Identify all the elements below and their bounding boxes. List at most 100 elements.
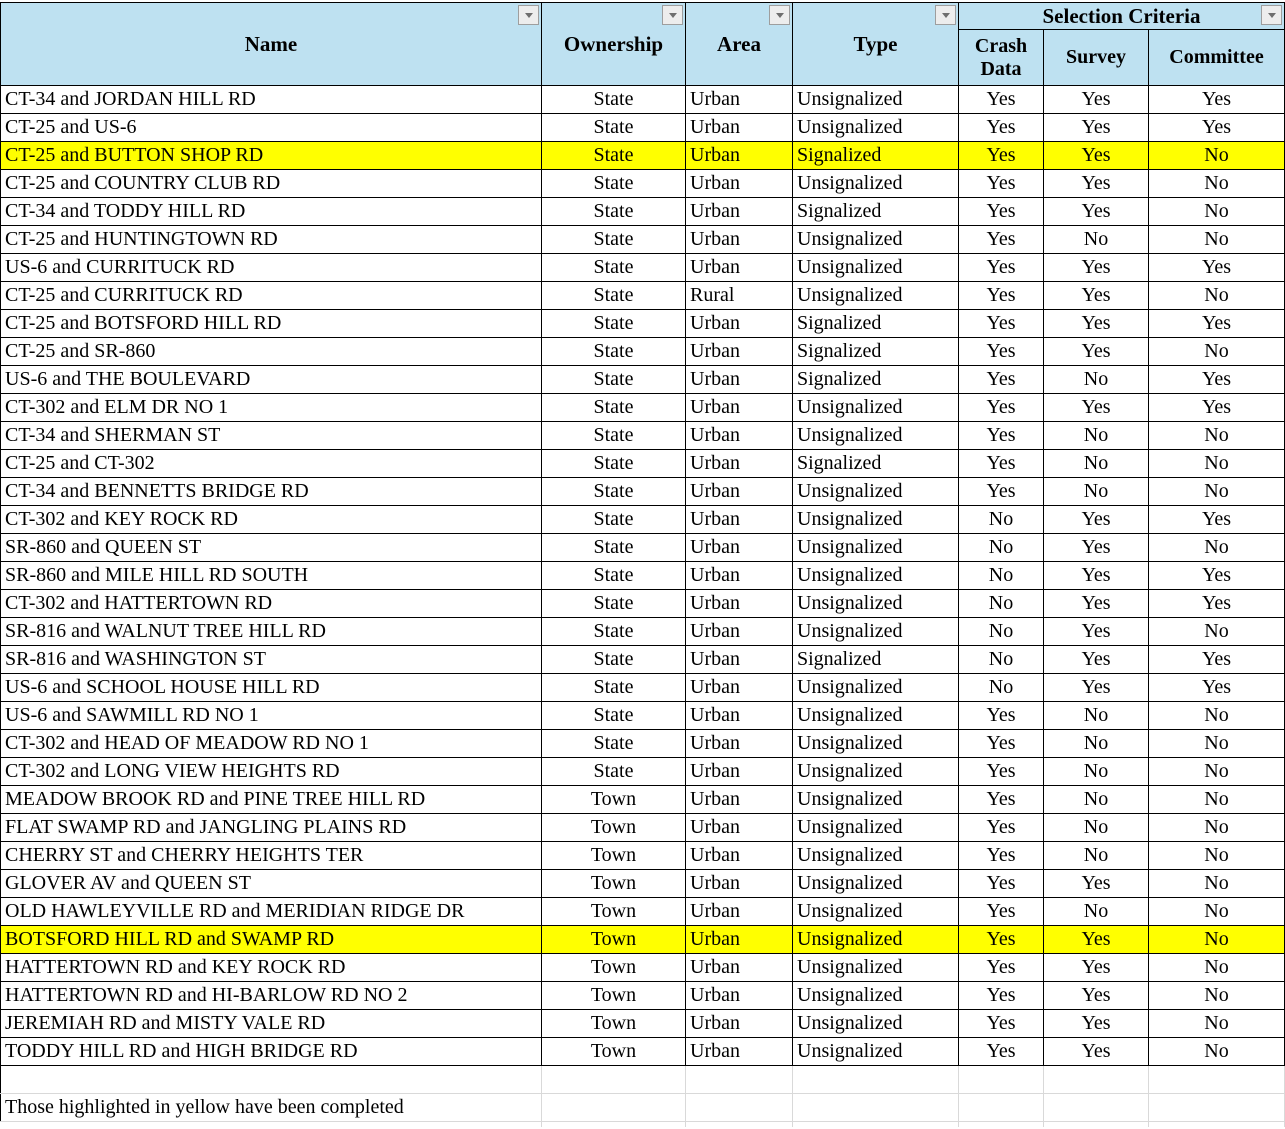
- empty-cell[interactable]: [541, 1093, 686, 1122]
- cell-survey[interactable]: No: [1043, 421, 1149, 450]
- cell-survey[interactable]: Yes: [1043, 281, 1149, 310]
- cell-name[interactable]: CT-34 and JORDAN HILL RD: [0, 85, 542, 114]
- cell-survey[interactable]: Yes: [1043, 533, 1149, 562]
- header-crash-data[interactable]: Crash Data: [958, 29, 1044, 86]
- empty-cell[interactable]: [792, 1066, 959, 1094]
- cell-name[interactable]: BOTSFORD HILL RD and SWAMP RD: [0, 925, 542, 954]
- empty-cell[interactable]: [1148, 1066, 1285, 1094]
- cell-type[interactable]: Unsignalized: [792, 757, 959, 786]
- cell-crash-data[interactable]: Yes: [958, 169, 1044, 198]
- cell-type[interactable]: Unsignalized: [792, 869, 959, 898]
- cell-crash-data[interactable]: No: [958, 533, 1044, 562]
- cell-name[interactable]: US-6 and SAWMILL RD NO 1: [0, 701, 542, 730]
- cell-crash-data[interactable]: Yes: [958, 925, 1044, 954]
- cell-type[interactable]: Unsignalized: [792, 533, 959, 562]
- cell-ownership[interactable]: Town: [541, 897, 686, 926]
- filter-button-name[interactable]: [518, 5, 539, 25]
- completion-note[interactable]: Those highlighted in yellow have been co…: [0, 1093, 542, 1122]
- cell-crash-data[interactable]: Yes: [958, 225, 1044, 254]
- cell-name[interactable]: HATTERTOWN RD and HI-BARLOW RD NO 2: [0, 981, 542, 1010]
- cell-name[interactable]: CT-302 and KEY ROCK RD: [0, 505, 542, 534]
- cell-committee[interactable]: No: [1147, 225, 1285, 254]
- cell-crash-data[interactable]: Yes: [958, 421, 1044, 450]
- cell-type[interactable]: Signalized: [792, 337, 959, 366]
- cell-crash-data[interactable]: Yes: [958, 953, 1044, 982]
- cell-type[interactable]: Unsignalized: [792, 505, 959, 534]
- cell-crash-data[interactable]: No: [958, 673, 1044, 702]
- cell-ownership[interactable]: State: [541, 505, 686, 534]
- cell-type[interactable]: Signalized: [792, 449, 959, 478]
- cell-area[interactable]: Urban: [685, 617, 793, 646]
- header-survey[interactable]: Survey: [1043, 29, 1149, 86]
- cell-ownership[interactable]: State: [541, 309, 686, 338]
- cell-type[interactable]: Unsignalized: [792, 729, 959, 758]
- cell-survey[interactable]: Yes: [1043, 337, 1149, 366]
- cell-ownership[interactable]: State: [541, 253, 686, 282]
- cell-ownership[interactable]: Town: [541, 1037, 686, 1066]
- cell-area[interactable]: Urban: [685, 337, 793, 366]
- cell-ownership[interactable]: State: [541, 169, 686, 198]
- cell-name[interactable]: FLAT SWAMP RD and JANGLING PLAINS RD: [0, 813, 542, 842]
- cell-name[interactable]: CT-302 and ELM DR NO 1: [0, 393, 542, 422]
- cell-survey[interactable]: Yes: [1043, 617, 1149, 646]
- header-name[interactable]: Name: [0, 2, 542, 86]
- cell-name[interactable]: CT-302 and HATTERTOWN RD: [0, 589, 542, 618]
- empty-cell[interactable]: [1148, 1093, 1285, 1122]
- cell-crash-data[interactable]: No: [958, 589, 1044, 618]
- cell-ownership[interactable]: State: [541, 281, 686, 310]
- cell-survey[interactable]: Yes: [1043, 645, 1149, 674]
- cell-area[interactable]: Urban: [685, 1037, 793, 1066]
- cell-type[interactable]: Signalized: [792, 197, 959, 226]
- cell-area[interactable]: Urban: [685, 757, 793, 786]
- filter-button-type[interactable]: [935, 5, 956, 25]
- cell-survey[interactable]: Yes: [1043, 113, 1149, 142]
- cell-survey[interactable]: No: [1043, 225, 1149, 254]
- cell-committee[interactable]: No: [1147, 141, 1285, 170]
- cell-survey[interactable]: Yes: [1043, 141, 1149, 170]
- cell-type[interactable]: Unsignalized: [792, 841, 959, 870]
- cell-name[interactable]: TODDY HILL RD and HIGH BRIDGE RD: [0, 1037, 542, 1066]
- cell-area[interactable]: Urban: [685, 953, 793, 982]
- cell-crash-data[interactable]: Yes: [958, 393, 1044, 422]
- cell-name[interactable]: GLOVER AV and QUEEN ST: [0, 869, 542, 898]
- cell-area[interactable]: Urban: [685, 897, 793, 926]
- cell-committee[interactable]: No: [1147, 449, 1285, 478]
- cell-area[interactable]: Urban: [685, 309, 793, 338]
- cell-area[interactable]: Urban: [685, 841, 793, 870]
- cell-committee[interactable]: No: [1147, 729, 1285, 758]
- cell-name[interactable]: CT-25 and US-6: [0, 113, 542, 142]
- cell-crash-data[interactable]: No: [958, 561, 1044, 590]
- cell-type[interactable]: Unsignalized: [792, 1037, 959, 1066]
- cell-type[interactable]: Unsignalized: [792, 477, 959, 506]
- cell-type[interactable]: Unsignalized: [792, 785, 959, 814]
- cell-area[interactable]: Urban: [685, 981, 793, 1010]
- cell-committee[interactable]: Yes: [1147, 561, 1285, 590]
- cell-name[interactable]: MEADOW BROOK RD and PINE TREE HILL RD: [0, 785, 542, 814]
- header-type[interactable]: Type: [792, 2, 959, 86]
- cell-committee[interactable]: No: [1147, 897, 1285, 926]
- cell-committee[interactable]: No: [1147, 421, 1285, 450]
- cell-name[interactable]: CT-34 and TODDY HILL RD: [0, 197, 542, 226]
- cell-survey[interactable]: Yes: [1043, 589, 1149, 618]
- cell-crash-data[interactable]: Yes: [958, 365, 1044, 394]
- cell-crash-data[interactable]: Yes: [958, 981, 1044, 1010]
- cell-committee[interactable]: No: [1147, 1037, 1285, 1066]
- cell-crash-data[interactable]: Yes: [958, 281, 1044, 310]
- cell-area[interactable]: Urban: [685, 813, 793, 842]
- cell-type[interactable]: Signalized: [792, 365, 959, 394]
- cell-crash-data[interactable]: Yes: [958, 141, 1044, 170]
- empty-cell[interactable]: [0, 1066, 542, 1094]
- cell-survey[interactable]: Yes: [1043, 197, 1149, 226]
- cell-type[interactable]: Unsignalized: [792, 421, 959, 450]
- cell-survey[interactable]: No: [1043, 729, 1149, 758]
- cell-name[interactable]: CT-25 and BUTTON SHOP RD: [0, 141, 542, 170]
- filter-button-area[interactable]: [769, 5, 790, 25]
- cell-ownership[interactable]: State: [541, 421, 686, 450]
- cell-committee[interactable]: No: [1147, 533, 1285, 562]
- cell-crash-data[interactable]: Yes: [958, 785, 1044, 814]
- cell-committee[interactable]: No: [1147, 617, 1285, 646]
- cell-committee[interactable]: Yes: [1147, 309, 1285, 338]
- cell-committee[interactable]: Yes: [1147, 589, 1285, 618]
- cell-ownership[interactable]: Town: [541, 813, 686, 842]
- cell-committee[interactable]: Yes: [1147, 113, 1285, 142]
